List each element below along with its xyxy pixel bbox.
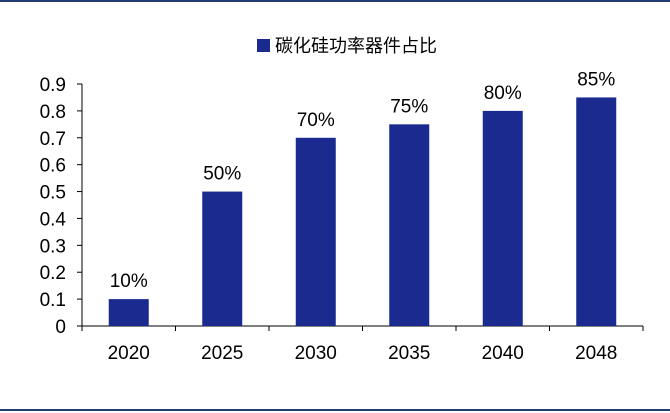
axes: [81, 84, 643, 327]
bars: [108, 97, 617, 326]
top-border-line: [0, 0, 670, 2]
y-tick-label: 0: [55, 317, 66, 338]
x-tick-label: 2020: [108, 343, 150, 364]
x-tick-label: 2035: [388, 343, 430, 364]
bar: [389, 124, 430, 326]
bar: [482, 110, 523, 326]
bar: [295, 137, 336, 326]
x-tick-label: 2040: [482, 343, 524, 364]
y-tick-label: 0.2: [40, 263, 66, 284]
y-tick-label: 0.8: [40, 102, 66, 123]
bar: [576, 97, 617, 326]
y-tick-label: 0.3: [40, 236, 66, 257]
y-tick-label: 0.4: [40, 209, 67, 230]
data-labels: 10% 50% 70% 75% 80% 85%: [110, 69, 616, 292]
y-tick-label: 0.5: [40, 183, 66, 204]
y-tick-label: 0.6: [40, 156, 66, 177]
bar: [108, 299, 149, 326]
bar-value-label: 85%: [577, 69, 615, 90]
y-tick-label: 0.1: [40, 290, 66, 311]
bar-value-label: 80%: [484, 83, 522, 104]
x-tick-label: 2025: [201, 343, 243, 364]
bar-value-label: 75%: [390, 96, 428, 117]
legend-swatch: [257, 39, 270, 52]
x-tick-label: 2030: [295, 343, 337, 364]
legend-label: 碳化硅功率器件占比: [275, 36, 437, 56]
y-axis-ticks: 0 0.1 0.2 0.3 0.4 0.5 0.6 0.7 0.8 0.9: [40, 75, 82, 338]
legend: 碳化硅功率器件占比: [257, 36, 437, 56]
y-tick-label: 0.7: [40, 129, 66, 150]
bar-value-label: 10%: [110, 271, 148, 292]
bar: [202, 191, 243, 326]
y-tick-label: 0.9: [40, 75, 66, 96]
bar-value-label: 50%: [203, 164, 241, 185]
x-tick-label: 2048: [575, 343, 617, 364]
bar-value-label: 70%: [297, 110, 335, 131]
x-axis-ticks: 2020 2025 2030 2035 2040 2048: [81, 326, 644, 364]
bottom-border-line: [0, 409, 670, 411]
